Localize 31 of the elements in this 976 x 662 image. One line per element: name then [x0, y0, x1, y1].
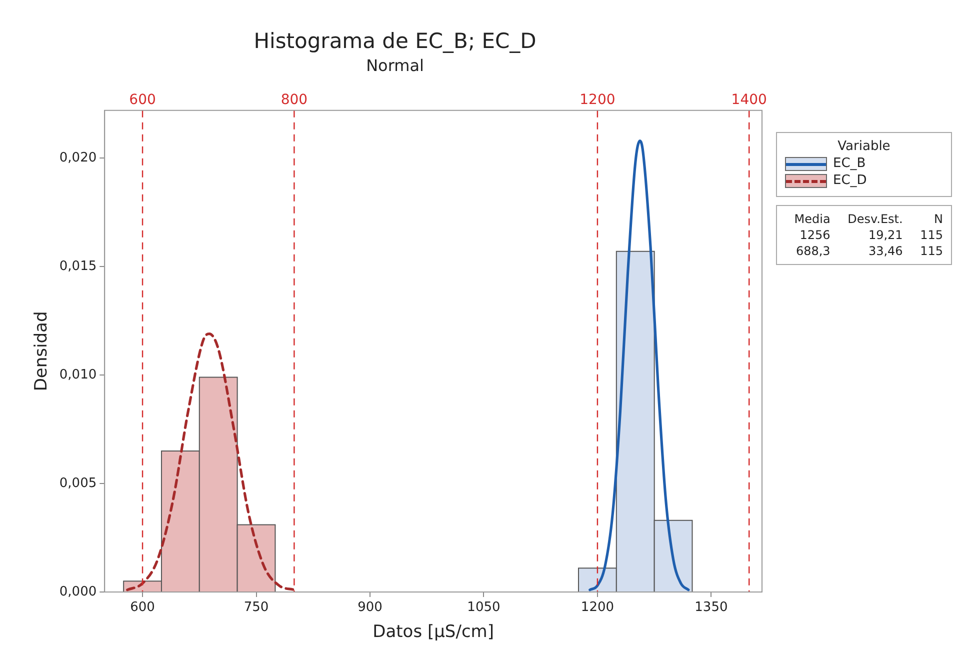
legend-title: Variable: [836, 139, 892, 154]
legend-label: EC_B: [833, 156, 866, 171]
chart-subtitle: Normal: [366, 56, 424, 75]
text: Desv.Est.: [846, 212, 903, 226]
chart-title: Histograma de EC_B; EC_D: [254, 29, 536, 54]
y-tick-label: 0,000: [59, 584, 97, 600]
ref-line-label: 600: [129, 92, 156, 108]
y-tick-label: 0,010: [59, 367, 97, 382]
text: 688,3: [794, 244, 830, 258]
ref-line-label: 1400: [731, 92, 767, 108]
y-tick-label: 0,020: [59, 150, 97, 166]
x-tick-label: 600: [130, 600, 155, 616]
ref-line-label: 800: [280, 92, 308, 108]
y-axis-title: Densidad: [32, 311, 52, 392]
x-tick-label: 1350: [694, 600, 728, 616]
text: 115: [919, 228, 943, 242]
x-axis-title: Datos [µS/cm]: [372, 622, 494, 642]
text: 1256: [798, 228, 830, 242]
text: N: [933, 212, 943, 226]
legend-label: EC_D: [833, 173, 867, 188]
x-tick-label: 750: [244, 600, 269, 616]
text: 33,46: [867, 244, 903, 258]
y-tick-label: 0,015: [59, 258, 97, 274]
text: 115: [919, 244, 943, 258]
text: Media: [793, 212, 830, 226]
x-tick-label: 900: [358, 600, 382, 616]
x-tick-label: 1050: [467, 600, 500, 616]
x-tick-label: 1200: [580, 600, 614, 616]
y-tick-label: 0,005: [59, 476, 97, 491]
text: 19,21: [867, 228, 903, 242]
ref-line-label: 1200: [580, 92, 616, 108]
